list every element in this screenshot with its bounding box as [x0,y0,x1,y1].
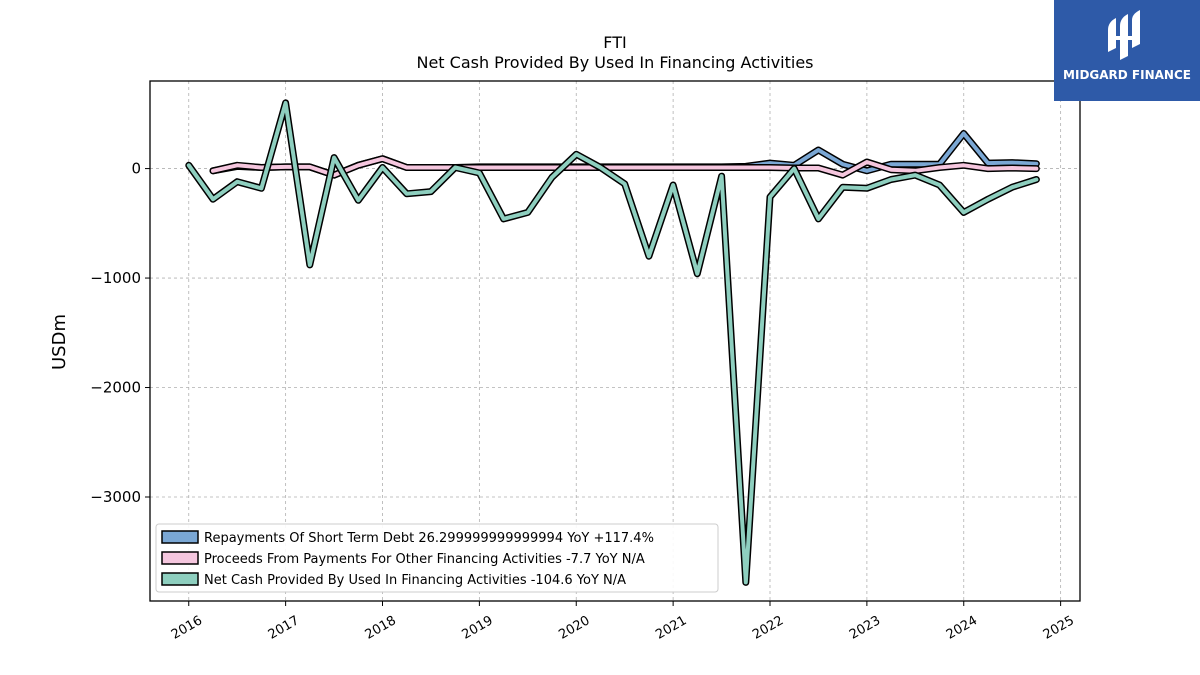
grid [150,81,1080,601]
y-tick-label: −3000 [90,488,141,506]
y-tick-label: −2000 [90,379,141,397]
series-line-1 [211,156,1039,178]
x-tick-label: 2020 [556,613,592,643]
legend-swatch-1 [161,551,199,565]
legend-swatch-0 [161,530,199,544]
plot-frame [149,80,1081,602]
legend-label-0: Repayments Of Short Term Debt 26.2999999… [204,531,654,546]
x-tick-label: 2022 [750,613,786,643]
x-tick-label: 2025 [1041,613,1077,643]
x-tick-label: 2018 [363,613,399,643]
x-tick-label: 2023 [847,613,883,643]
series-layer [185,99,1040,586]
legend-label-1: Proceeds From Payments For Other Financi… [204,552,645,567]
y-tick-label: −1000 [90,269,141,287]
logo-text: MIDGARD FINANCE [1063,68,1191,82]
chart-subtitle: Net Cash Provided By Used In Financing A… [416,53,813,72]
midgard-logo: MIDGARD FINANCE [1054,0,1200,101]
x-tick-label: 2016 [169,613,205,643]
midgard-logo-icon [1108,10,1140,60]
x-tick-label: 2021 [653,613,689,643]
legend: Repayments Of Short Term Debt 26.2999999… [155,523,719,593]
legend-swatch-2 [161,572,199,586]
y-tick-label: 0 [131,160,141,178]
legend-label-2: Net Cash Provided By Used In Financing A… [204,573,626,588]
series-line-2 [186,100,1039,585]
y-axis-label: USDm [49,314,70,370]
x-tick-label: 2019 [460,613,496,643]
chart-title: FTI [603,33,626,52]
x-tick-label: 2017 [266,613,302,643]
x-tick-label: 2024 [944,613,980,643]
legend-box [155,523,719,593]
